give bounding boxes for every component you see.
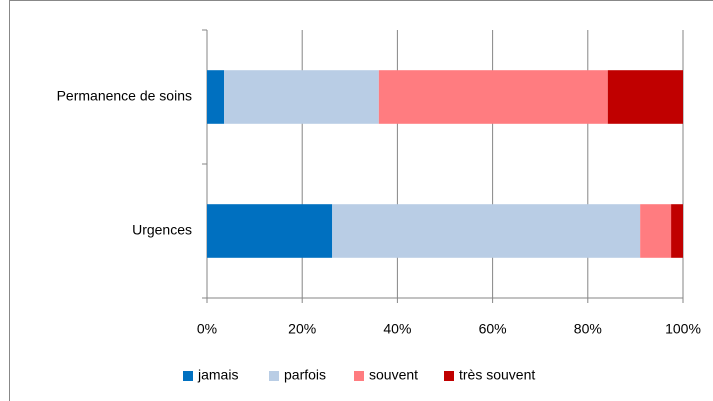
legend-label: parfois xyxy=(284,367,326,383)
x-tick-label: 0% xyxy=(197,321,217,337)
x-tick-label: 80% xyxy=(574,321,602,337)
y-tick-label: Urgences xyxy=(132,222,192,238)
legend-label: souvent xyxy=(369,367,418,383)
bar-segment xyxy=(224,70,379,124)
bar-segment xyxy=(378,70,608,124)
bar-segment xyxy=(671,204,683,258)
bar-segment xyxy=(332,204,641,258)
x-tick-label: 20% xyxy=(288,321,316,337)
legend-label: jamais xyxy=(197,367,238,383)
x-tick-label: 60% xyxy=(479,321,507,337)
legend-swatch xyxy=(183,371,193,381)
bar-segment xyxy=(207,70,225,124)
chart-frame xyxy=(9,0,713,401)
y-tick-label: Permanence de soins xyxy=(57,88,192,104)
legend-swatch xyxy=(444,371,454,381)
legend-swatch xyxy=(354,371,364,381)
legend-swatch xyxy=(269,371,279,381)
x-tick-label: 100% xyxy=(665,321,701,337)
bar-segment xyxy=(207,204,333,258)
bar-segment xyxy=(607,70,683,124)
bar-segment xyxy=(640,204,672,258)
legend-label: très souvent xyxy=(459,367,535,383)
x-tick-label: 40% xyxy=(383,321,411,337)
